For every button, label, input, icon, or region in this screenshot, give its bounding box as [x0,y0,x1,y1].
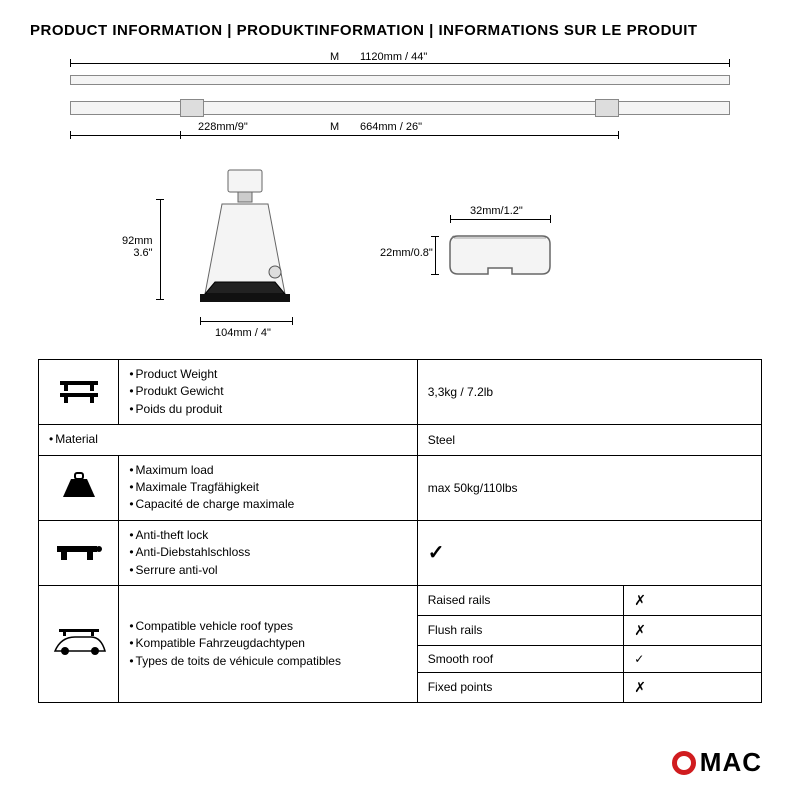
roof-option-name: Raised rails [417,585,624,615]
dim-tick [431,236,439,237]
roof-option-mark: ✗ [624,585,762,615]
label-line: Poids du produit [129,401,406,418]
bars-icon [39,360,119,425]
dim-tick [156,199,164,200]
roof-option-name: Smooth roof [417,645,624,672]
check-icon: ✓ [428,542,445,564]
logo-o-icon [672,751,696,775]
dim-line-mid [180,135,618,136]
foot-block-right [595,99,619,117]
dim-tick [729,59,730,67]
dim-tick [70,131,71,139]
dim-line-foot-h [160,199,161,299]
title-de: PRODUKTINFORMATION [237,22,425,39]
check-icon: ✓ [634,652,644,666]
dim-line-profile-w [450,219,550,220]
car-icon [39,585,119,702]
title-en: PRODUCT INFORMATION [30,22,223,39]
roof-option-mark: ✗ [624,615,762,645]
dim-tick [550,215,551,223]
dim-tick [618,131,619,139]
label-line: Product Weight [129,366,406,383]
logo-text: MAC [700,747,762,778]
dim-profile-width: 32mm/1.2" [470,205,523,217]
dim-top-length: 1120mm / 44" [360,51,427,63]
dim-line-profile-h [435,236,436,274]
bar-top [70,75,730,85]
table-row: Product Weight Produkt Gewicht Poids du … [39,360,762,425]
table-row: Anti-theft lock Anti-Diebstahlschloss Se… [39,520,762,585]
load-value: max 50kg/110lbs [417,455,761,520]
label-line: Compatible vehicle roof types [129,618,406,635]
foot-block-left [180,99,204,117]
label-line: Maximum load [129,462,406,479]
label-line: Maximale Tragfähigkeit [129,479,406,496]
x-icon: ✗ [634,592,646,608]
technical-diagram: M 1120mm / 44" 228mm/9" M 664mm / 26" 92… [30,49,770,349]
dim-mid-M: M [330,121,339,133]
label-line: Types de toits de véhicule compatibles [129,653,406,670]
roof-option-name: Fixed points [417,672,624,702]
lock-icon [39,520,119,585]
spec-table: Product Weight Produkt Gewicht Poids du … [38,359,762,703]
dim-profile-height: 22mm/0.8" [380,247,433,259]
label-line: Serrure anti-vol [129,562,406,579]
label-line: Anti-theft lock [129,527,406,544]
material-labels: Material [39,425,418,455]
roof-option-mark: ✓ [624,645,762,672]
dim-foot-height: 92mm 3.6" [122,235,153,259]
brand-logo: MAC [672,747,762,778]
dim-tick [180,131,181,139]
load-labels: Maximum load Maximale Tragfähigkeit Capa… [119,455,417,520]
x-icon: ✗ [634,622,646,638]
x-icon: ✗ [634,679,646,695]
table-row: Compatible vehicle roof types Kompatible… [39,585,762,615]
label-line: Capacité de charge maximale [129,496,406,513]
table-row: Material Steel [39,425,762,455]
dim-mid-center: 664mm / 26" [360,121,422,133]
weight-labels: Product Weight Produkt Gewicht Poids du … [119,360,417,425]
dim-tick [200,317,201,325]
dim-line-foot-w [200,321,292,322]
lock-labels: Anti-theft lock Anti-Diebstahlschloss Se… [119,520,417,585]
dim-line-top [70,63,730,64]
dim-tick [70,59,71,67]
dim-tick [156,299,164,300]
table-row: Maximum load Maximale Tragfähigkeit Capa… [39,455,762,520]
dim-tick [450,215,451,223]
dim-offset-label: 228mm/9" [198,121,248,133]
label-line: Material [49,431,407,448]
material-value: Steel [417,425,761,455]
title-sep2: | [424,22,438,39]
weight-value: 3,3kg / 7.2lb [417,360,761,425]
label-line: Produkt Gewicht [129,383,406,400]
dim-foot-base: 104mm / 4" [215,327,271,339]
title-sep1: | [223,22,237,39]
label-line: Anti-Diebstahlschloss [129,544,406,561]
profile-drawing [430,224,570,304]
dim-top-M: M [330,51,339,63]
roof-labels: Compatible vehicle roof types Kompatible… [119,585,417,702]
dim-tick [431,274,439,275]
lock-value: ✓ [417,520,761,585]
roof-option-name: Flush rails [417,615,624,645]
foot-drawing [170,164,320,314]
label-line: Kompatible Fahrzeugdachtypen [129,635,406,652]
dim-tick [292,317,293,325]
bar-mid [70,101,730,115]
dim-line-offset [70,135,180,136]
title-fr: INFORMATIONS SUR LE PRODUIT [439,22,698,39]
page-title: PRODUCT INFORMATION | PRODUKTINFORMATION… [0,0,800,49]
roof-option-mark: ✗ [624,672,762,702]
weight-icon [39,455,119,520]
